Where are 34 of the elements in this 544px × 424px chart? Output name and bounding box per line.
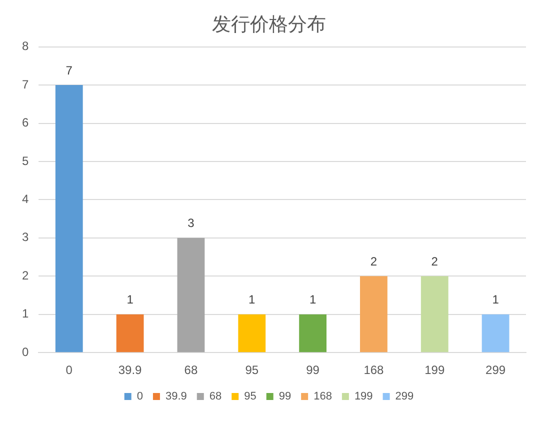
data-label: 1: [309, 292, 316, 307]
x-tick-label: 0: [66, 363, 73, 378]
data-label: 2: [370, 254, 378, 268]
data-label: 7: [66, 63, 73, 78]
x-tick-label: 199: [424, 363, 445, 378]
x-tick-label: 95: [245, 363, 259, 378]
y-tick-label: 4: [22, 192, 29, 206]
chart-title: 发行价格分布: [212, 14, 326, 36]
legend-label: 0: [136, 390, 143, 403]
legend-label: 95: [244, 390, 256, 403]
y-tick-label: 7: [22, 77, 29, 92]
data-label: 2: [431, 254, 438, 268]
x-tick-label: 68: [184, 363, 198, 378]
y-tick-label: 0: [22, 344, 29, 359]
y-tick-label: 2: [22, 268, 29, 282]
x-tick-label: 99: [306, 363, 320, 378]
legend-label: 99: [278, 390, 292, 403]
legend-label: 199: [354, 390, 373, 403]
y-tick-label: 6: [22, 116, 29, 130]
data-label: 1: [492, 292, 500, 307]
x-tick-label: 299: [486, 363, 506, 378]
legend-label: 168: [314, 390, 332, 403]
data-label: 1: [126, 292, 134, 307]
y-tick-label: 3: [22, 230, 29, 244]
y-tick-label: 8: [22, 39, 29, 54]
x-tick-label: 39.9: [118, 363, 142, 378]
legend-label: 39.9: [165, 390, 187, 403]
x-tick-label: 168: [364, 363, 384, 378]
data-label: 1: [248, 292, 256, 307]
data-label: 3: [188, 216, 195, 230]
y-tick-label: 1: [22, 306, 29, 321]
legend-label: 299: [395, 390, 414, 403]
legend-label: 68: [209, 390, 222, 403]
y-tick-label: 5: [22, 154, 29, 168]
